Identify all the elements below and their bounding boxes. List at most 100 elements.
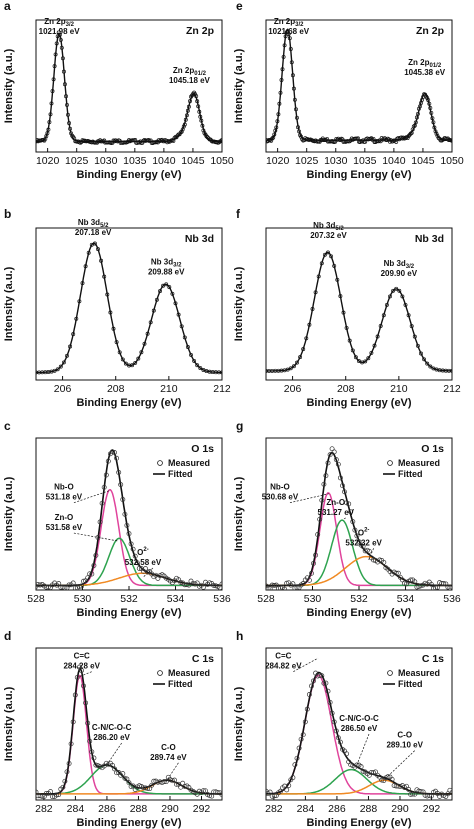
x-tick-label: 1030	[324, 155, 348, 167]
x-tick-label: 288	[130, 803, 148, 815]
measured-point	[93, 552, 99, 558]
data-point	[310, 307, 315, 311]
peak-energy: 1021.68 eV	[268, 27, 310, 36]
y-axis-label: Intensity (a.u.)	[3, 48, 15, 123]
data-point	[52, 64, 57, 69]
measured-point	[418, 583, 424, 589]
x-tick-label: 528	[27, 593, 45, 605]
data-point	[422, 357, 427, 362]
y-axis-label: Intensity (a.u.)	[3, 686, 15, 761]
data-point	[205, 135, 210, 140]
plot-area	[266, 446, 452, 590]
measured-point	[311, 560, 316, 566]
data-point	[181, 124, 186, 129]
measured-point	[356, 539, 362, 545]
data-point	[173, 301, 178, 306]
measured-point	[56, 581, 62, 587]
data-point	[357, 359, 361, 364]
data-point	[295, 360, 299, 365]
peak-name: C=C	[74, 652, 90, 661]
data-point	[71, 332, 76, 337]
data-point	[288, 47, 293, 51]
measured-point	[62, 778, 68, 784]
measured-point	[317, 672, 323, 678]
data-point	[411, 124, 416, 129]
peak-name: Zn-O	[55, 513, 74, 522]
measured-point	[95, 535, 101, 540]
data-point	[77, 299, 82, 304]
measured-point	[366, 548, 372, 554]
y-axis-label: Intensity (a.u.)	[3, 266, 15, 341]
measured-point	[319, 673, 325, 679]
measured-point	[74, 674, 80, 680]
peak-energy: 531.18 eV	[46, 493, 83, 502]
data-point	[276, 112, 281, 117]
x-tick-label: 210	[390, 383, 408, 395]
measured-point	[169, 778, 175, 784]
measured-point	[416, 584, 422, 590]
peak-name: O2-	[137, 547, 149, 557]
measured-point	[36, 789, 39, 795]
measured-point	[408, 577, 414, 583]
panel-letter: d	[4, 629, 11, 643]
x-tick-label: 290	[161, 803, 179, 815]
data-point	[108, 310, 113, 315]
measured-point	[72, 692, 78, 698]
measured-point	[352, 527, 358, 533]
plot-area	[36, 664, 222, 800]
measured-point	[89, 749, 95, 755]
measured-point	[309, 683, 314, 689]
data-point	[295, 115, 299, 120]
data-point	[316, 274, 321, 279]
measured-point	[348, 509, 354, 515]
data-point	[74, 316, 79, 321]
measured-point	[333, 457, 339, 463]
data-point	[67, 121, 72, 126]
data-point	[428, 106, 433, 110]
data-point	[369, 350, 374, 355]
measured-point	[79, 668, 84, 673]
measured-point	[327, 699, 333, 705]
data-point	[197, 109, 202, 114]
measured-point	[64, 769, 70, 775]
x-axis-label: Binding Energy (eV)	[76, 607, 181, 619]
measured-point	[114, 455, 120, 461]
x-tick-label: 1035	[353, 155, 377, 167]
data-point	[353, 355, 358, 360]
data-point	[388, 294, 392, 299]
measured-point	[103, 472, 109, 478]
measured-point	[50, 794, 55, 800]
data-point	[285, 367, 290, 372]
data-point	[375, 334, 380, 339]
measured-point	[207, 580, 213, 586]
measured-point	[45, 584, 51, 590]
data-point	[363, 359, 368, 364]
peak-name: O2-	[358, 527, 370, 537]
legend-fitted-label: Fitted	[398, 679, 423, 689]
x-tick-label: 208	[337, 383, 355, 395]
x-tick-label: 536	[213, 593, 231, 605]
measured-point	[186, 582, 192, 588]
measured-point	[43, 790, 49, 796]
measured-point	[329, 710, 335, 716]
annotation-arrow	[164, 762, 179, 783]
measured-point	[284, 787, 290, 793]
element-label: O 1s	[191, 443, 214, 455]
data-point	[102, 274, 107, 279]
annotation-arrow	[73, 532, 118, 542]
x-tick-label: 206	[54, 383, 72, 395]
data-point	[419, 351, 423, 356]
plot-frame	[265, 647, 453, 801]
measured-point	[449, 584, 452, 590]
data-point	[189, 352, 193, 357]
x-tick-label: 282	[265, 803, 283, 815]
measured-point	[340, 483, 345, 489]
measured-point	[296, 745, 302, 751]
data-point	[296, 125, 300, 130]
element-label: C 1s	[422, 653, 444, 665]
